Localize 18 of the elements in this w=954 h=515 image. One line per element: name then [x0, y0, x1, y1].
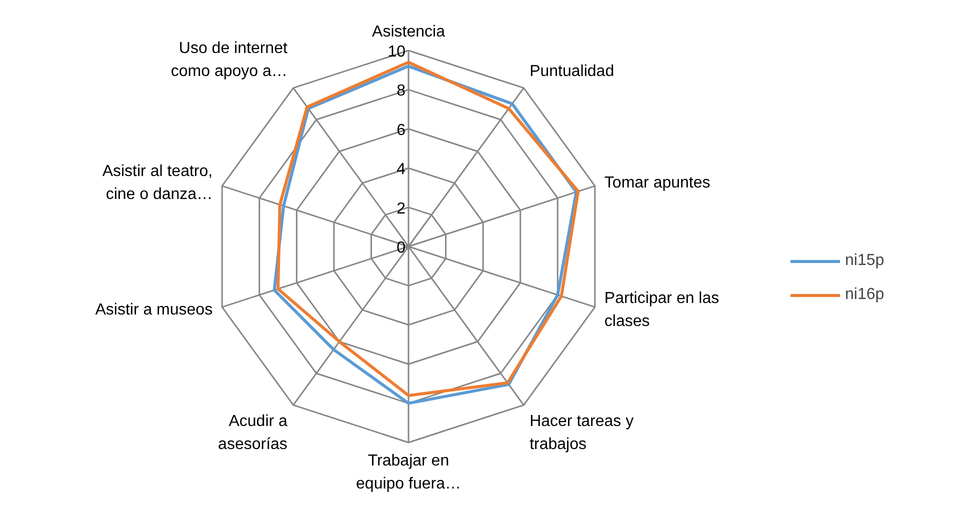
spoke-label: Asistir a museos: [95, 302, 213, 319]
y-tick-label: 0: [396, 240, 406, 256]
y-tick-label: 4: [396, 161, 406, 178]
spoke-label: Puntualidad: [530, 62, 614, 80]
spoke-label: Tomar apuntes: [604, 174, 710, 192]
y-tick-label: 8: [396, 82, 406, 100]
legend-label: ni15p: [845, 252, 884, 270]
spoke-label: Trabajar en equipo fuera…: [356, 452, 461, 492]
legend-label: ni16p: [845, 286, 884, 304]
spoke-label: Uso de internet como apoyo a…: [170, 40, 288, 80]
spoke-label: Hacer tareas y trabajos: [530, 413, 634, 454]
spoke-label: Asistencia: [372, 24, 446, 40]
y-tick-label: 6: [396, 122, 406, 139]
spoke-label: Acudir a asesorías: [218, 413, 288, 454]
y-tick-label: 10: [388, 44, 406, 60]
spoke-label: Participar en las clases: [604, 290, 720, 330]
y-tick-label: 2: [396, 200, 406, 218]
spoke-label: Asistir al teatro, cine o danza…: [102, 162, 213, 203]
